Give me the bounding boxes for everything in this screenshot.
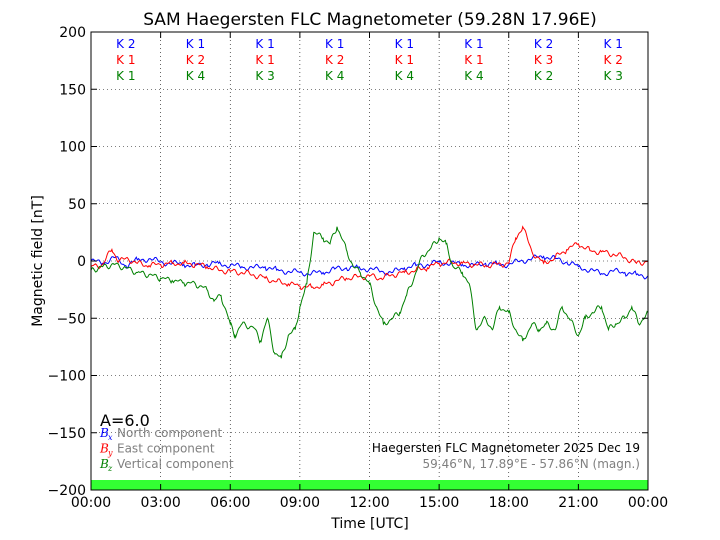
k-index-label: K 1	[604, 37, 623, 51]
x-tick-label: 12:00	[349, 495, 389, 511]
k-index-label: K 1	[116, 53, 135, 67]
k-index-label: K 3	[534, 53, 553, 67]
tick-layer: 00:00 03:00 06:00 09:00 12:00 15:00 18:00 21:00…	[48, 25, 669, 511]
k-index-label: K 1	[464, 53, 483, 67]
y-tick-label: 200	[59, 25, 86, 41]
x-tick-label: 21:00	[558, 495, 598, 511]
k-index-label: K 1	[116, 69, 135, 83]
k-index-label: K 4	[464, 69, 483, 83]
x-tick-label: 00:00	[628, 495, 668, 511]
k-index-label: K 2	[604, 53, 623, 67]
y-tick-label: −50	[56, 311, 86, 327]
k-index-label: K 2	[116, 37, 135, 51]
k-index-label: K 1	[186, 37, 205, 51]
y-tick-label: −150	[48, 426, 86, 442]
y-tick-label: −200	[48, 483, 86, 499]
k-index-label: K 1	[464, 37, 483, 51]
x-axis-title: Time [UTC]	[330, 516, 408, 532]
x-tick-label: 00:00	[71, 495, 111, 511]
x-tick-label: 03:00	[140, 495, 180, 511]
series-line	[90, 225, 649, 291]
k-index-label: K 1	[255, 37, 274, 51]
y-tick-label: −100	[48, 369, 86, 385]
chart-title: SAM Haegersten FLC Magnetometer (59.28N …	[143, 10, 597, 30]
x-tick-label: 18:00	[489, 495, 529, 511]
station-info: Haegersten FLC Magnetometer 2025 Dec 19	[372, 441, 640, 455]
x-tick-label: 09:00	[280, 495, 320, 511]
k-index-label: K 4	[186, 69, 205, 83]
y-tick-label: 150	[59, 82, 86, 98]
y-tick-label: 50	[68, 197, 86, 213]
legend-symbol: B	[99, 426, 109, 440]
k-index-label: K 2	[325, 53, 344, 67]
legend-subscript: x	[108, 433, 113, 442]
k-index-label: K 2	[534, 37, 553, 51]
x-tick-label: 06:00	[210, 495, 250, 511]
k-index-label: K 4	[395, 69, 414, 83]
k-index-label: K 1	[395, 53, 414, 67]
k-index-label: K 1	[255, 53, 274, 67]
y-axis-title: Magnetic field [nT]	[30, 195, 46, 327]
k-index-label: K 2	[534, 69, 553, 83]
activity-index: A=6.0	[100, 411, 150, 430]
k-index-label: K 3	[604, 69, 623, 83]
y-tick-label: 100	[59, 140, 86, 156]
k-index-label: K 3	[255, 69, 274, 83]
legend-label: Vertical component	[117, 457, 234, 471]
legend-symbol: B	[99, 442, 109, 456]
k-index-label: K 4	[325, 69, 344, 83]
k-index-label: K 1	[325, 37, 344, 51]
y-tick-label: 0	[77, 254, 86, 270]
coord-info: 59.46°N, 17.89°E - 57.86°N (magn.)	[423, 457, 640, 471]
series-line	[90, 226, 649, 359]
legend-subscript: z	[107, 464, 113, 473]
legend-label: North component	[117, 426, 223, 440]
series-layer	[90, 225, 649, 359]
x-tick-label: 15:00	[419, 495, 459, 511]
k-index-label: K 1	[395, 37, 414, 51]
k-index-layer: K 2 K 1 K 1 K 1 K 1 K 1 K 2 K 1 K 1 K 2 K 1 K 2 K 1 K…	[116, 37, 623, 83]
series-line	[90, 254, 649, 280]
k-index-label: K 2	[186, 53, 205, 67]
legend-symbol: B	[99, 457, 109, 471]
legend-subscript: y	[107, 449, 113, 458]
legend-label: East component	[117, 442, 215, 456]
grid-layer	[91, 32, 648, 490]
